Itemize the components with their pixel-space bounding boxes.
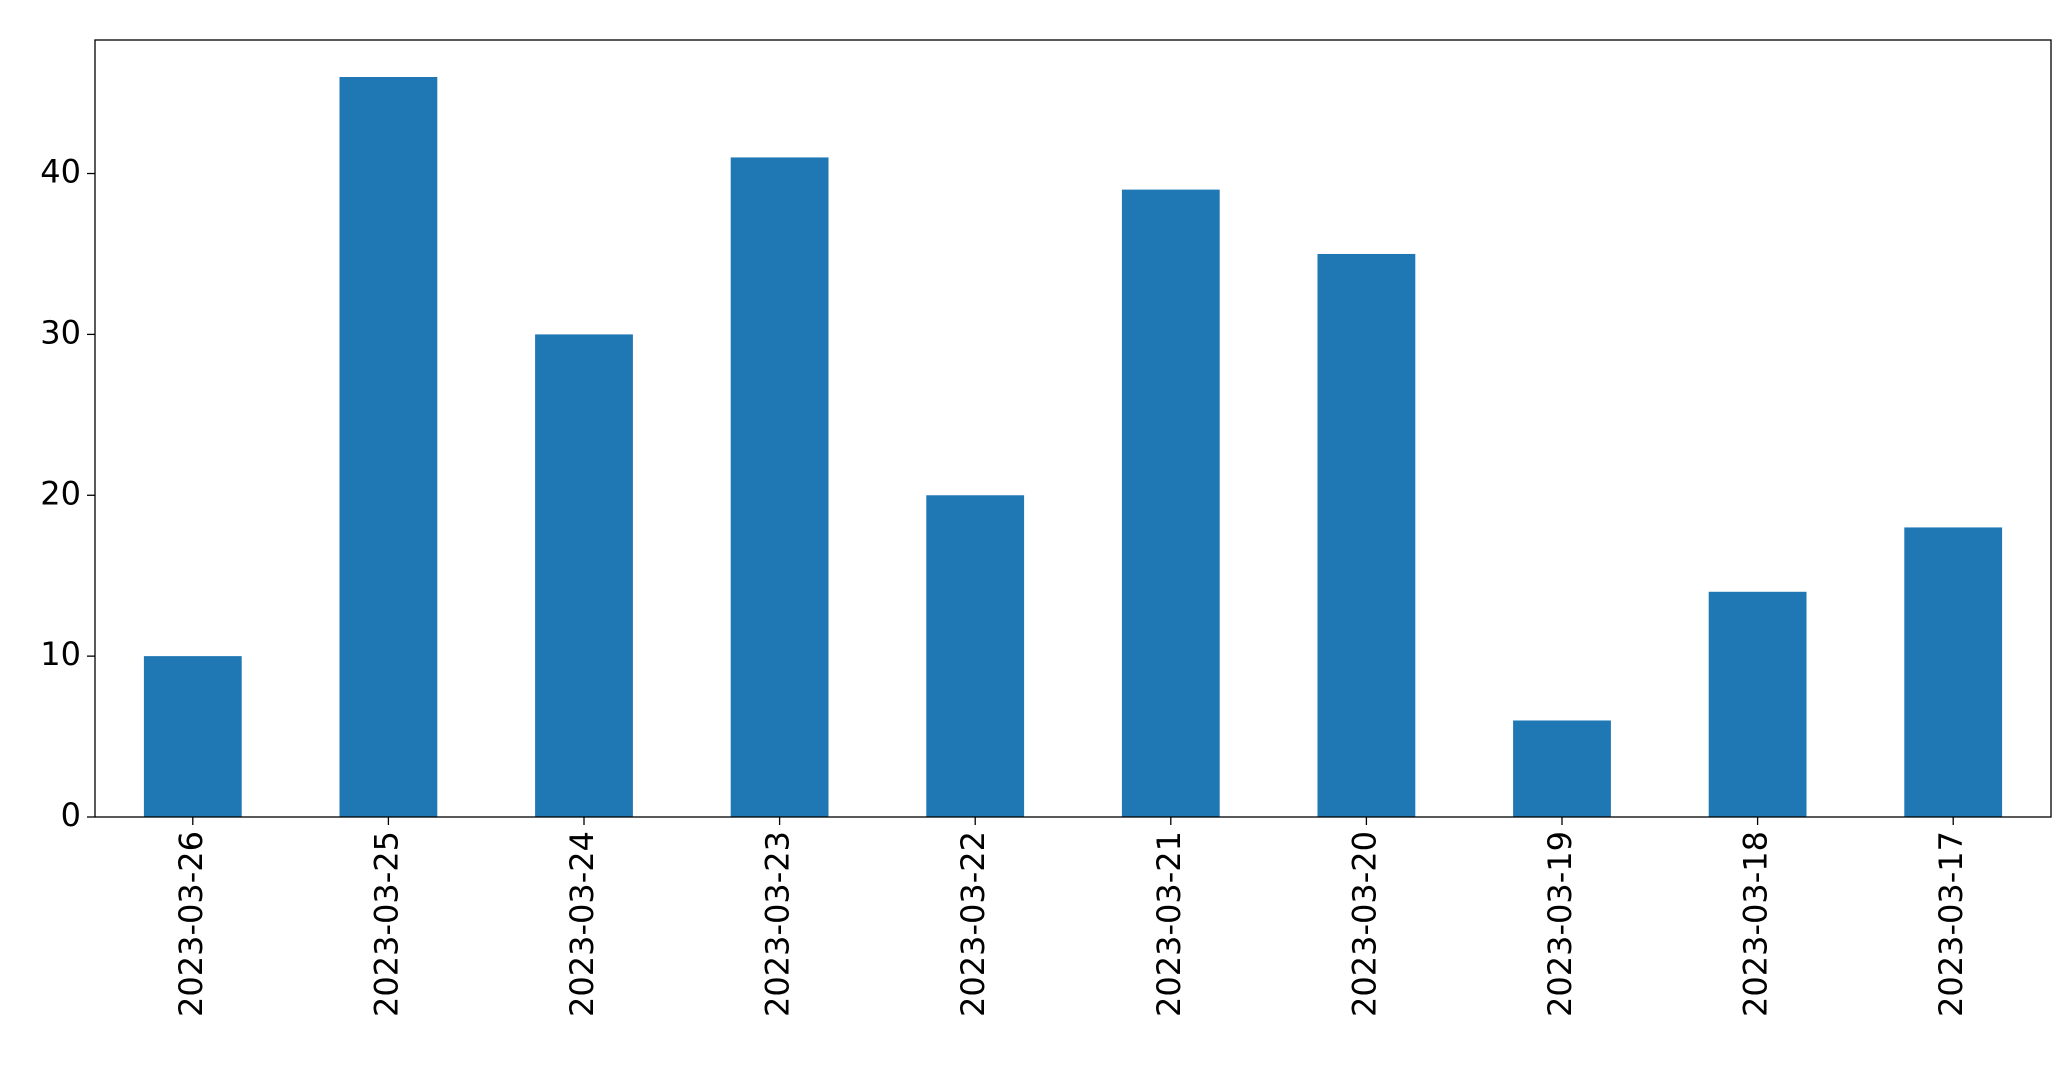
bar	[535, 334, 633, 817]
bar	[1708, 591, 1807, 817]
x-tick-label: 2023-03-26	[172, 831, 210, 1017]
bar	[1513, 720, 1611, 817]
x-tick-label: 2023-03-22	[954, 831, 992, 1017]
x-tick-label: 2023-03-17	[1932, 831, 1970, 1017]
y-tick-label: 40	[40, 153, 81, 191]
x-tick-label: 2023-03-24	[563, 831, 601, 1017]
bar	[1904, 527, 2003, 817]
x-tick-label: 2023-03-21	[1150, 831, 1188, 1017]
x-tick-label: 2023-03-20	[1345, 831, 1383, 1017]
bar	[1317, 253, 1416, 817]
y-tick-label: 30	[40, 313, 81, 351]
bar	[730, 157, 829, 817]
bar	[143, 656, 242, 817]
x-tick-label: 2023-03-25	[367, 831, 405, 1017]
bar	[339, 77, 438, 817]
x-tick-label: 2023-03-18	[1737, 831, 1775, 1017]
bar	[926, 495, 1025, 817]
y-tick-label: 0	[61, 796, 81, 834]
y-tick-label: 10	[40, 635, 81, 673]
bar	[1121, 189, 1220, 817]
axes-frame	[94, 39, 2052, 818]
x-tick-label: 2023-03-19	[1541, 831, 1579, 1017]
x-tick-label: 2023-03-23	[759, 831, 797, 1017]
y-tick-label: 20	[40, 474, 81, 512]
